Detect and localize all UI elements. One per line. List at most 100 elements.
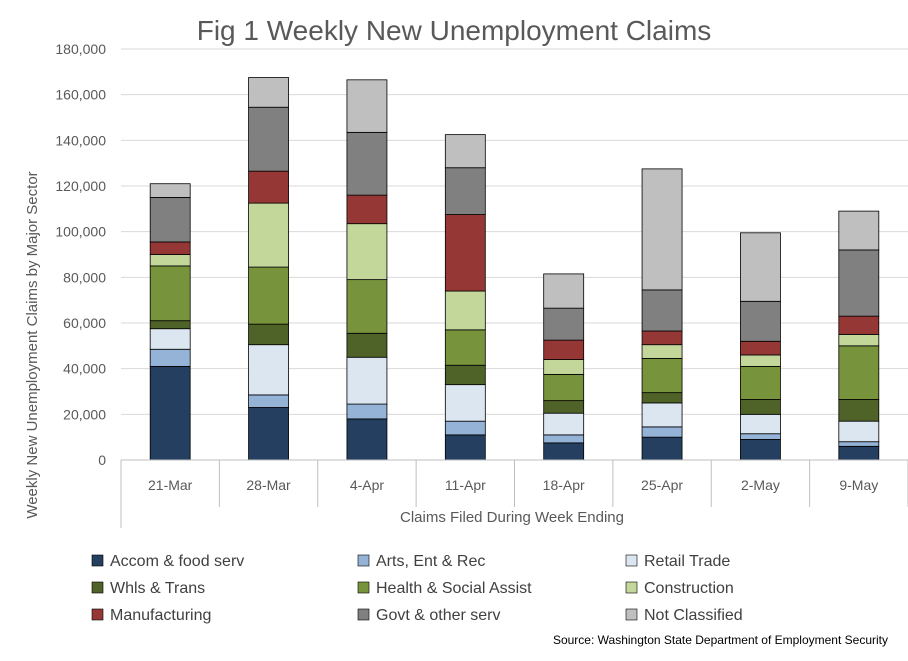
- bar-segment: [543, 359, 585, 375]
- gridlines: [121, 48, 908, 461]
- bar-segment: [346, 418, 388, 461]
- bar-segment: [543, 412, 585, 436]
- bar-segment: [641, 436, 683, 461]
- bar-segment: [838, 445, 880, 461]
- y-tick-label: 20,000: [63, 406, 106, 422]
- y-tick-label: 120,000: [55, 178, 106, 194]
- bar-segment: [641, 344, 683, 359]
- bar-segment: [149, 254, 191, 267]
- bar-segment: [740, 365, 781, 400]
- bar-segment: [543, 400, 585, 414]
- legend-label: Arts, Ent & Rec: [376, 553, 485, 570]
- bar-segment: [543, 273, 585, 309]
- bar-segment: [346, 356, 388, 405]
- y-tick-label: 80,000: [63, 269, 106, 285]
- chart-title: Fig 1 Weekly New Unemployment Claims: [197, 15, 712, 46]
- bar-segment: [248, 106, 289, 172]
- bar-segment: [838, 399, 880, 422]
- source-note: Source: Washington State Department of E…: [553, 633, 888, 647]
- bar-segment: [641, 357, 683, 394]
- legend-label: Not Classified: [644, 607, 743, 624]
- bar-segment: [248, 323, 289, 346]
- legend-swatch: [91, 554, 104, 567]
- bar-segment: [444, 364, 486, 386]
- bar-segment: [346, 131, 388, 196]
- bar-segment: [248, 77, 289, 108]
- bar-segment: [444, 329, 486, 366]
- bar-segment: [838, 315, 880, 335]
- y-tick-label: 180,000: [55, 41, 106, 57]
- bar-segment: [444, 167, 486, 215]
- bar-segment: [248, 170, 289, 204]
- bar-segment: [740, 354, 781, 367]
- bar-segment: [740, 300, 781, 342]
- bars: [149, 77, 880, 461]
- legend-swatch: [357, 554, 370, 567]
- legend-swatch: [91, 608, 104, 621]
- bar-segment: [641, 168, 683, 291]
- bar-segment: [444, 420, 486, 436]
- bar-segment: [149, 328, 191, 350]
- legend-label: Govt & other serv: [376, 607, 501, 624]
- bar-segment: [444, 384, 486, 422]
- x-tick-label: 2-May: [741, 477, 780, 493]
- bar-segment: [740, 232, 781, 302]
- y-tick-label: 0: [98, 452, 106, 468]
- bar-segment: [248, 266, 289, 325]
- bar-segment: [740, 433, 781, 440]
- bar-segment: [149, 265, 191, 322]
- bar-segment: [149, 348, 191, 367]
- bar-segment: [838, 210, 880, 251]
- bar-segment: [740, 413, 781, 435]
- x-tick-label: 4-Apr: [350, 477, 385, 493]
- bar-segment: [346, 79, 388, 133]
- bar-segment: [248, 344, 289, 396]
- bar-segment: [149, 241, 191, 255]
- bar-segment: [248, 202, 289, 268]
- bar-segment: [346, 332, 388, 358]
- y-tick-label: 40,000: [63, 361, 106, 377]
- legend-label: Construction: [644, 580, 734, 597]
- legend-swatch: [91, 581, 104, 594]
- bar-segment: [248, 394, 289, 408]
- bar-segment: [838, 334, 880, 347]
- bar-segment: [641, 330, 683, 346]
- legend-swatch: [625, 554, 638, 567]
- y-tick-labels: 0 20,000 40,000 60,000 80,000 100,000 120,000 1…: [55, 41, 106, 468]
- bar-segment: [838, 441, 880, 447]
- legend-label: Whls & Trans: [110, 580, 205, 597]
- x-tick-label: 25-Apr: [641, 477, 683, 493]
- bar-segment: [641, 402, 683, 428]
- bar-segment: [444, 290, 486, 331]
- bar-segment: [444, 214, 486, 292]
- y-axis-label: Weekly New Unemployment Claims by Major …: [24, 171, 41, 518]
- x-tick-label: 21-Mar: [148, 477, 193, 493]
- bar-segment: [444, 434, 486, 461]
- legend-label: Retail Trade: [644, 553, 730, 570]
- x-tick-label: 9-May: [839, 477, 878, 493]
- legend-label: Health & Social Assist: [376, 580, 532, 597]
- bar-segment: [543, 339, 585, 360]
- bar-segment: [543, 442, 585, 461]
- legend-swatch: [357, 581, 370, 594]
- bar-segment: [740, 340, 781, 356]
- bar-segment: [641, 289, 683, 332]
- bar-segment: [346, 279, 388, 334]
- y-tick-label: 140,000: [55, 132, 106, 148]
- bar-segment: [740, 399, 781, 415]
- legend: Accom & food serv Arts, Ent & Rec Retail T…: [91, 553, 743, 624]
- bar-segment: [149, 197, 191, 243]
- bar-segment: [838, 420, 880, 443]
- y-tick-label: 160,000: [55, 87, 106, 103]
- x-axis: 21-Mar 28-Mar 4-Apr 11-Apr 18-Apr 25-Apr 2-May…: [120, 459, 908, 528]
- bar-segment: [149, 365, 191, 461]
- legend-label: Manufacturing: [110, 607, 211, 624]
- bar-segment: [641, 392, 683, 404]
- legend-swatch: [625, 608, 638, 621]
- bar-segment: [641, 426, 683, 438]
- legend-label: Accom & food serv: [110, 553, 244, 570]
- bar-segment: [149, 183, 191, 198]
- bar-segment: [838, 249, 880, 317]
- bar-segment: [248, 407, 289, 461]
